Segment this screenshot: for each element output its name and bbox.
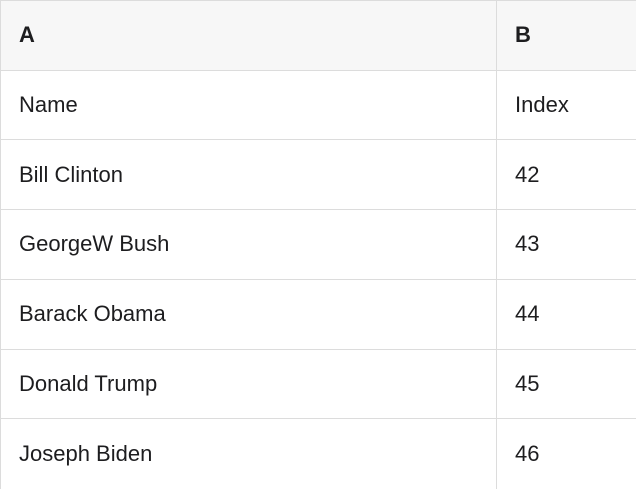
table-cell-a[interactable]: Bill Clinton — [1, 140, 497, 210]
column-header-row: A B — [1, 1, 636, 71]
table-row: Joseph Biden 46 — [1, 419, 636, 489]
table-cell-a[interactable]: Barack Obama — [1, 279, 497, 349]
table-row: Barack Obama 44 — [1, 279, 636, 350]
table-row: Donald Trump 45 — [1, 349, 636, 420]
table-row: Name Index — [1, 70, 636, 141]
table-cell-b[interactable]: Index — [515, 92, 569, 118]
column-header-a[interactable]: A — [1, 1, 497, 70]
table-cell-b[interactable]: 45 — [515, 370, 540, 396]
table-cell-b[interactable]: 42 — [515, 161, 540, 187]
table-row: GeorgeW Bush 43 — [1, 210, 636, 280]
table-cell-a[interactable]: Name — [1, 70, 497, 140]
column-header-b[interactable]: B — [515, 22, 531, 48]
table-cell-b[interactable]: 46 — [515, 441, 540, 467]
table-cell-b[interactable]: 44 — [515, 301, 540, 327]
table-cell-b[interactable]: 43 — [515, 231, 540, 257]
table-cell-a[interactable]: Donald Trump — [1, 349, 497, 419]
table-cell-a[interactable]: Joseph Biden — [1, 419, 497, 489]
table-row: Bill Clinton 42 — [1, 140, 636, 211]
table-cell-a[interactable]: GeorgeW Bush — [1, 210, 497, 279]
